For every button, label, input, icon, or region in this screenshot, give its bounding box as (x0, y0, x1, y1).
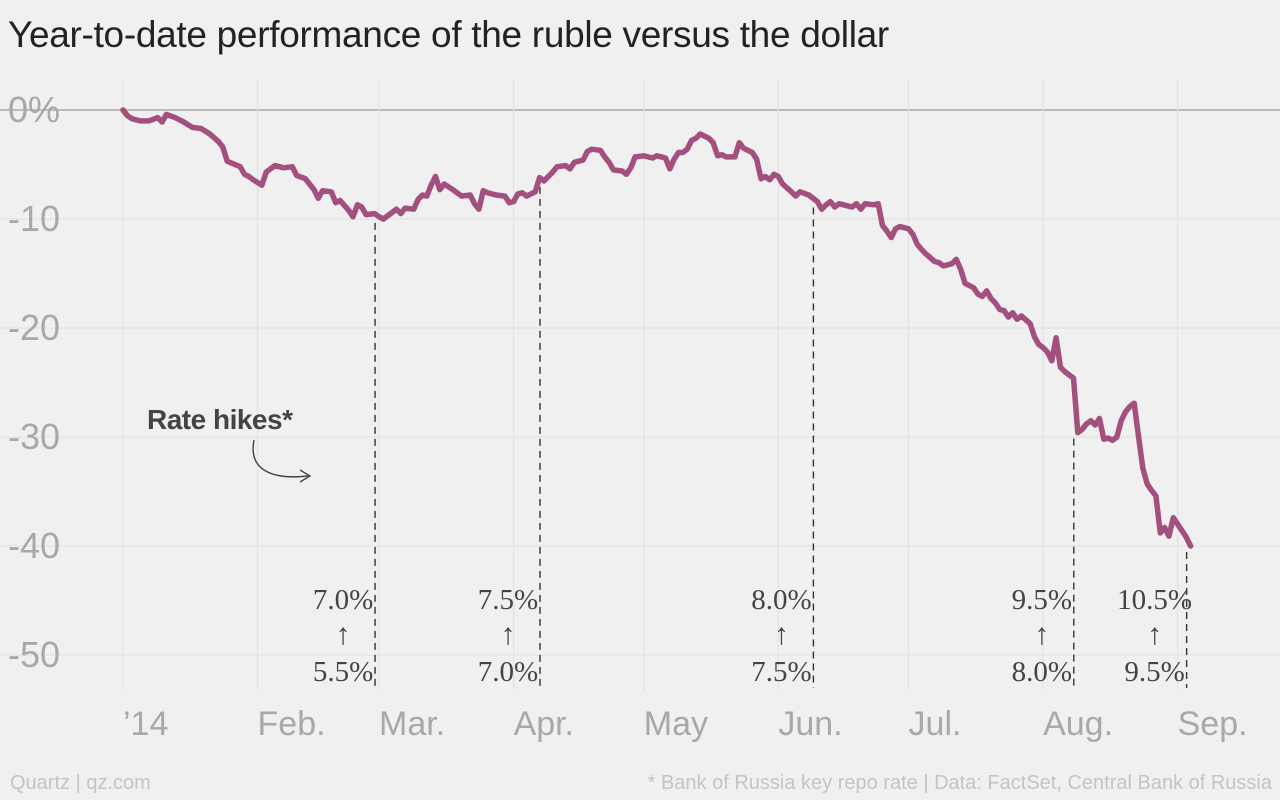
x-tick-label: Feb. (258, 705, 326, 743)
x-tick-label: Mar. (379, 705, 445, 743)
rate-hike-new-rate: 9.5% (1012, 584, 1072, 616)
rate-hike-new-rate: 8.0% (751, 584, 811, 616)
footer-credit: Quartz | qz.com (10, 772, 151, 794)
x-tick-label: May (644, 705, 708, 743)
rate-hike-new-rate: 10.5% (1117, 584, 1192, 616)
ruble-series-line (120, 107, 1194, 549)
rate-hike-old-rate: 9.5% (1124, 656, 1184, 688)
y-tick-label: -50 (8, 634, 60, 675)
rate-hike-arrow: ↑ (1147, 618, 1162, 651)
rate-hike-old-rate: 5.5% (313, 656, 373, 688)
rate-hike-new-rate: 7.0% (313, 584, 373, 616)
rate-hikes-label: Rate hikes* (147, 404, 293, 435)
rate-hike-old-rate: 7.5% (751, 656, 811, 688)
series-layer (120, 107, 1194, 549)
x-tick-label: Apr. (514, 705, 574, 743)
grid-lines (0, 80, 1280, 690)
x-tick-label: ’14 (123, 705, 168, 743)
x-axis-ticks: ’14Feb.Mar.Apr.MayJun.Jul.Aug.Sep.Oct.No… (123, 705, 1248, 743)
rate-hike-arrow: ↑ (1034, 618, 1049, 651)
y-tick-label: -40 (8, 525, 60, 566)
y-tick-label: -30 (8, 416, 60, 457)
rate-hike-arrow: ↑ (500, 618, 515, 651)
rate-hike-old-rate: 7.0% (478, 656, 538, 688)
rate-hikes-callout: Rate hikes* (147, 404, 312, 483)
chart-title: Year-to-date performance of the ruble ve… (8, 14, 889, 55)
rate-hike-old-rate: 8.0% (1012, 656, 1072, 688)
x-tick-label: Aug. (1043, 705, 1113, 743)
rate-hike-new-rate: 7.5% (478, 584, 538, 616)
chart-area: 0% -10 -20 -30 -40 -50 ’14 Feb. Mar. Apr. May Jun.… (0, 80, 1280, 743)
footer-source: * Bank of Russia key repo rate | Data: F… (647, 772, 1272, 794)
y-tick-label: 0% (8, 89, 60, 130)
y-axis-ticks: 0% -10 -20 -30 -40 -50 (8, 89, 60, 675)
y-tick-label: -20 (8, 307, 60, 348)
x-tick-label: Jul. (909, 705, 962, 743)
rate-hike-arrow: ↑ (774, 618, 789, 651)
rate-hike-arrow: ↑ (336, 618, 351, 651)
rate-hike-markers: 7.0%↑5.5%7.5%↑7.0%8.0%↑7.5%9.5%↑8.0%10.5… (313, 186, 1192, 688)
callout-arrow-icon (252, 439, 309, 478)
x-tick-label: Jun. (778, 705, 842, 743)
callout-arrowhead-icon (299, 469, 312, 483)
x-tick-label: Sep. (1178, 705, 1248, 743)
y-tick-label: -10 (8, 198, 60, 239)
